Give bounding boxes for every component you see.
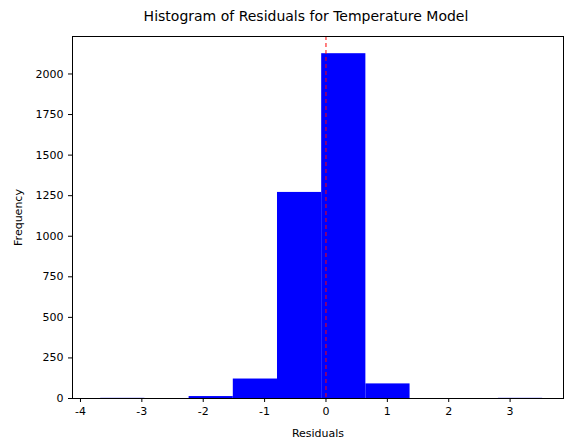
svg-text:1: 1	[384, 405, 391, 418]
svg-text:1750: 1750	[36, 108, 64, 121]
svg-text:500: 500	[43, 311, 64, 324]
svg-text:Frequency: Frequency	[12, 189, 25, 246]
svg-text:1250: 1250	[36, 189, 64, 202]
svg-text:3: 3	[507, 405, 514, 418]
svg-text:-4: -4	[75, 405, 86, 418]
svg-text:-2: -2	[198, 405, 209, 418]
svg-text:-3: -3	[136, 405, 147, 418]
svg-text:750: 750	[43, 270, 64, 283]
svg-text:0: 0	[57, 392, 64, 405]
svg-text:250: 250	[43, 351, 64, 364]
svg-text:2: 2	[445, 405, 452, 418]
svg-text:Residuals: Residuals	[292, 427, 344, 440]
svg-text:0: 0	[322, 405, 329, 418]
svg-text:1500: 1500	[36, 149, 64, 162]
svg-text:2000: 2000	[36, 68, 64, 81]
svg-text:-1: -1	[259, 405, 270, 418]
svg-text:1000: 1000	[36, 230, 64, 243]
html-text:Histogram of Residuals for Tem: Histogram of Residuals for Temperature M…	[143, 8, 469, 24]
